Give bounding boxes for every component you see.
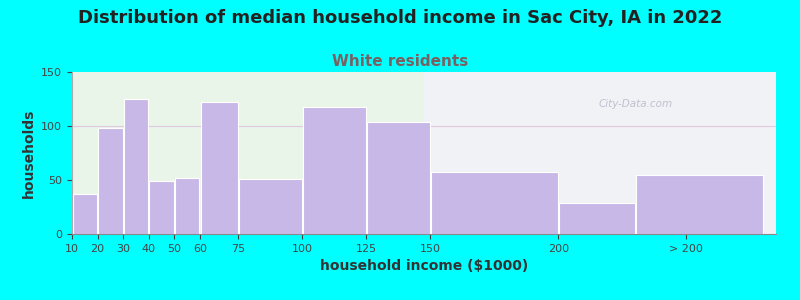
Y-axis label: households: households (22, 108, 36, 198)
Bar (239, 179, 302, 234)
Text: Distribution of median household income in Sac City, IA in 2022: Distribution of median household income … (78, 9, 722, 27)
Bar (431, 172, 558, 234)
Bar (98, 128, 122, 234)
Bar (367, 122, 430, 234)
Bar (73, 194, 97, 234)
X-axis label: household income ($1000): household income ($1000) (320, 259, 528, 273)
Bar (175, 178, 199, 234)
Bar (150, 181, 174, 234)
Bar (636, 175, 762, 234)
Text: City-Data.com: City-Data.com (598, 99, 672, 110)
Bar (201, 102, 238, 234)
Text: White residents: White residents (332, 54, 468, 69)
Bar (559, 203, 634, 234)
Bar (303, 106, 366, 234)
Bar (424, 72, 776, 234)
Bar (124, 99, 148, 234)
